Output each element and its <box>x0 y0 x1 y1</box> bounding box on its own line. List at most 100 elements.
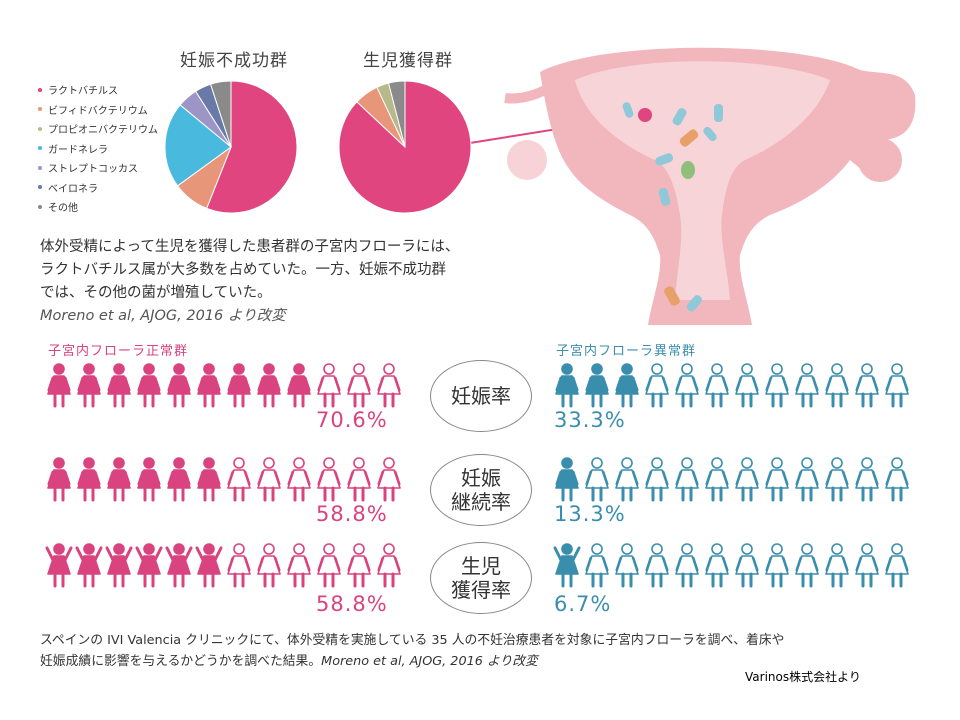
woman-icon-filled <box>104 542 134 588</box>
metric-label: 獲得率 <box>451 578 511 602</box>
woman-icon-outline <box>642 456 672 502</box>
woman-icon-outline <box>224 456 254 502</box>
woman-icon-outline <box>612 456 642 502</box>
woman-icon-outline <box>642 362 672 408</box>
woman-icon-outline <box>702 542 732 588</box>
pct-normal-continuation: 58.8% <box>316 502 388 526</box>
legend-label: ベイロネラ <box>48 183 98 195</box>
woman-icon-outline <box>792 456 822 502</box>
woman-icon-filled <box>44 456 74 502</box>
woman-icon-filled <box>194 456 224 502</box>
legend-item: ラクトバチルス <box>38 80 158 100</box>
metric-label: 継続率 <box>451 490 511 514</box>
legend-swatch <box>38 146 42 151</box>
pie-live-birth <box>338 80 472 214</box>
metric-badge-livebirth-rate: 生児 獲得率 <box>430 542 532 614</box>
woman-icon-filled <box>552 456 582 502</box>
woman-icon-outline <box>702 456 732 502</box>
woman-icon-outline <box>374 456 404 502</box>
woman-icon-outline <box>762 456 792 502</box>
footer-line: スペインの IVI Valencia クリニックにて、体外受精を実施している 3… <box>40 633 785 648</box>
legend-item: ストレプトコッカス <box>38 158 158 178</box>
legend-swatch <box>38 87 42 92</box>
icon-row-normal-pregnancy <box>44 362 404 408</box>
woman-icon-outline <box>374 362 404 408</box>
woman-icon-outline <box>852 362 882 408</box>
woman-icon-outline <box>672 362 702 408</box>
legend-label: ガードネレラ <box>48 144 108 156</box>
metric-label: 生児 <box>461 554 501 578</box>
woman-icon-outline <box>732 542 762 588</box>
pct-abnormal-livebirth: 6.7% <box>554 592 612 616</box>
pie-slice <box>164 104 232 187</box>
icon-row-abnormal-pregnancy <box>552 362 912 408</box>
woman-icon-filled <box>164 362 194 408</box>
woman-icon-filled <box>194 542 224 588</box>
woman-icon-outline <box>314 542 344 588</box>
uterus-illustration <box>504 47 916 325</box>
pie-unsuccessful <box>164 80 298 214</box>
pies-and-uterus-illustration <box>164 47 916 325</box>
woman-icon-outline <box>344 542 374 588</box>
woman-icon-outline <box>822 362 852 408</box>
legend-item: ベイロネラ <box>38 178 158 198</box>
woman-icon-filled <box>224 362 254 408</box>
woman-icon-outline <box>822 542 852 588</box>
woman-icon-outline <box>882 456 912 502</box>
woman-icon-outline <box>792 362 822 408</box>
woman-icon-outline <box>284 456 314 502</box>
pie-slice <box>206 80 298 214</box>
metric-label: 妊娠率 <box>451 384 511 408</box>
woman-icon-outline <box>732 456 762 502</box>
woman-icon-filled <box>164 542 194 588</box>
description-line: では、その他の菌が増殖していた。 <box>40 285 272 301</box>
woman-icon-filled <box>104 456 134 502</box>
footer-citation: Moreno et al, AJOG, 2016 より改変 <box>321 654 538 669</box>
legend-swatch <box>38 107 42 112</box>
legend-label: プロピオニバクテリウム <box>48 125 158 137</box>
description-line: ラクトバチルス属が大多数を占めていた。一方、妊娠不成功群 <box>40 262 446 278</box>
woman-icon-filled <box>582 362 612 408</box>
woman-icon-filled <box>134 456 164 502</box>
description: 体外受精によって生児を獲得した患者群の子宮内フローラには、 ラクトバチルス属が大… <box>40 236 520 328</box>
woman-icon-filled <box>74 542 104 588</box>
legend-swatch <box>38 165 42 170</box>
woman-icon-outline <box>254 456 284 502</box>
woman-icon-filled <box>104 362 134 408</box>
legend-item: ビフィドバクテリウム <box>38 100 158 120</box>
legend-swatch <box>38 126 42 131</box>
woman-icon-outline <box>672 456 702 502</box>
legend-item: その他 <box>38 197 158 217</box>
woman-icon-outline <box>762 362 792 408</box>
icon-row-abnormal-livebirth <box>552 542 912 588</box>
pie-slice <box>209 80 232 148</box>
pct-abnormal-pregnancy: 33.3% <box>554 408 626 432</box>
legend-swatch <box>38 204 42 209</box>
legend-label: ラクトバチルス <box>48 86 118 98</box>
woman-icon-outline <box>344 362 374 408</box>
woman-icon-outline <box>822 456 852 502</box>
pct-normal-pregnancy: 70.6% <box>316 408 388 432</box>
woman-icon-filled <box>194 362 224 408</box>
woman-icon-outline <box>792 542 822 588</box>
description-citation: Moreno et al, AJOG, 2016 より改変 <box>40 308 286 324</box>
woman-icon-filled <box>612 362 642 408</box>
woman-icon-filled <box>74 456 104 502</box>
woman-icon-filled <box>74 362 104 408</box>
pie-title-live-birth: 生児獲得群 <box>363 51 453 71</box>
woman-icon-outline <box>374 542 404 588</box>
woman-icon-outline <box>254 542 284 588</box>
woman-icon-filled <box>44 542 74 588</box>
woman-icon-outline <box>284 542 314 588</box>
woman-icon-outline <box>224 542 254 588</box>
woman-icon-outline <box>314 362 344 408</box>
woman-icon-filled <box>284 362 314 408</box>
metric-badge-pregnancy-rate: 妊娠率 <box>430 360 532 432</box>
woman-icon-outline <box>582 542 612 588</box>
legend-label: ビフィドバクテリウム <box>48 105 148 117</box>
connector-dot <box>638 108 652 122</box>
woman-icon-filled <box>552 542 582 588</box>
woman-icon-outline <box>762 542 792 588</box>
woman-icon-filled <box>164 456 194 502</box>
woman-icon-outline <box>582 456 612 502</box>
